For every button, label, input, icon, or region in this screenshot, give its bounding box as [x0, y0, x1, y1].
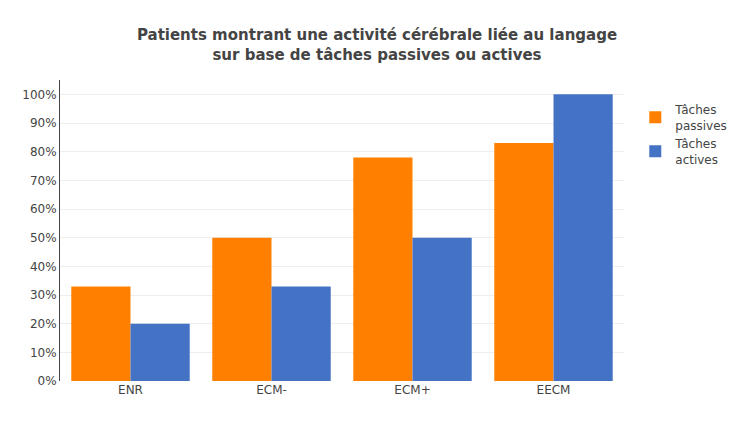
- svg-text:60%: 60%: [30, 202, 57, 216]
- svg-text:0%: 0%: [38, 374, 57, 388]
- svg-text:ECM-: ECM-: [256, 383, 287, 397]
- svg-text:30%: 30%: [30, 288, 57, 302]
- svg-text:ENR: ENR: [118, 383, 143, 397]
- svg-text:Patients montrant une activité: Patients montrant une activité cérébrale…: [137, 26, 617, 64]
- svg-text:EECM: EECM: [537, 383, 571, 397]
- svg-text:Tâchesactives: Tâchesactives: [674, 137, 718, 167]
- svg-text:90%: 90%: [30, 116, 57, 130]
- svg-text:10%: 10%: [30, 346, 57, 360]
- svg-text:70%: 70%: [30, 174, 57, 188]
- svg-text:80%: 80%: [30, 145, 57, 159]
- svg-text:50%: 50%: [30, 231, 57, 245]
- svg-text:Tâchespassives: Tâchespassives: [674, 103, 727, 133]
- svg-text:100%: 100%: [22, 88, 56, 102]
- svg-text:20%: 20%: [30, 317, 57, 331]
- svg-text:ECM+: ECM+: [394, 383, 430, 397]
- svg-text:40%: 40%: [30, 260, 57, 274]
